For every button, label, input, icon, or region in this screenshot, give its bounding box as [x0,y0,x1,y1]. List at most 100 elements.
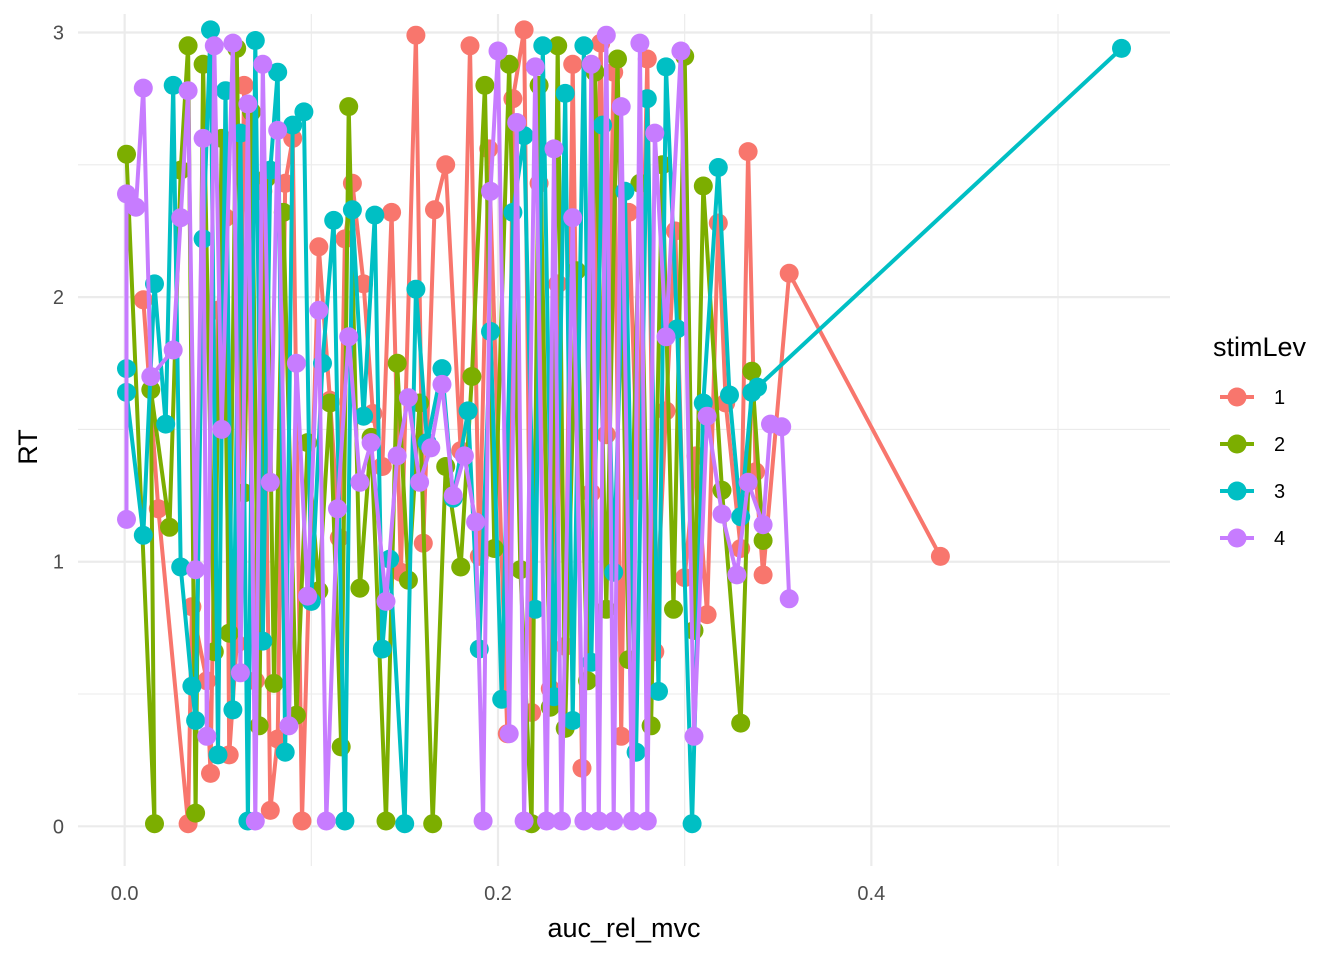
data-point [223,700,243,720]
data-point [466,512,486,532]
data-point [563,208,583,228]
data-point [537,811,556,831]
data-point [589,811,609,831]
data-point [779,263,799,283]
data-point [387,353,407,373]
data-point [481,181,500,201]
legend-label: 3 [1274,481,1285,503]
data-point [253,54,273,74]
data-point [473,811,493,831]
legend-label: 1 [1274,387,1285,409]
data-point [309,300,329,320]
data-point [339,327,359,347]
data-point [268,62,288,82]
data-point [738,142,758,162]
y-axis-ticks: 0 1 2 3 [53,23,64,839]
data-point [178,36,198,56]
data-point [354,406,374,426]
data-point [335,811,355,831]
data-point [245,811,265,831]
data-point [298,586,318,606]
y-tick-label: 2 [53,287,64,309]
data-point [406,279,426,299]
series-line [124,33,792,823]
data-point [186,560,206,580]
data-point [126,197,146,217]
data-point [193,128,213,148]
data-point [376,591,396,611]
data-point [117,144,136,164]
data-point [693,176,713,196]
data-point [525,57,545,77]
data-point [742,361,762,381]
data-point [324,210,344,230]
series-line [124,27,1123,826]
data-point [697,605,717,625]
data-point [544,139,564,159]
data-point [260,472,280,492]
data-point [275,742,295,762]
x-tick-label: 0.4 [857,883,885,905]
data-point [425,200,444,220]
data-point [499,54,519,74]
data-point [555,83,575,103]
data-point [182,676,202,696]
data-point [197,726,217,746]
data-point [117,184,136,204]
data-point [382,202,402,222]
data-point [475,75,495,95]
data-point [1112,38,1131,58]
legend-key-point [1227,528,1247,548]
data-point [328,499,347,519]
data-point [753,531,773,550]
data-point [141,367,161,386]
data-point [186,711,206,730]
data-point [354,274,374,294]
data-point [708,213,728,233]
data-point [772,417,792,437]
data-point [656,327,676,347]
x-axis-title: auc_rel_mvc [547,913,700,943]
data-point [339,97,359,117]
data-point [529,75,549,95]
data-point [163,75,183,95]
data-point [268,120,288,140]
data-point [581,54,601,74]
data-point [212,419,232,439]
data-point [443,486,463,506]
data-point [316,811,336,831]
legend-item: 4 [1220,528,1285,550]
data-point [160,517,179,537]
data-point [563,54,583,74]
data-point [930,546,950,566]
data-point [245,31,265,50]
data-point [421,438,441,458]
legend-item: 1 [1220,387,1285,409]
data-point [145,814,164,834]
data-point [727,565,747,585]
data-point [738,472,758,492]
data-point [406,25,426,45]
data-point [398,388,418,408]
data-point [637,49,657,69]
data-point [548,36,568,56]
data-point [171,557,191,577]
data-point [208,745,228,765]
data-point [171,208,191,228]
data-point [201,763,220,783]
series-4 [117,25,799,831]
data-point [574,36,594,56]
data-point [731,507,751,527]
data-point [611,97,631,117]
data-point [294,102,314,122]
data-point [286,353,306,373]
data-point [260,800,280,820]
data-point [230,663,250,683]
data-point [507,113,527,132]
data-point [133,525,153,545]
data-point [779,589,799,609]
data-point [637,89,657,109]
data-point [432,359,452,379]
data-point [637,811,657,831]
data-point [432,374,452,394]
